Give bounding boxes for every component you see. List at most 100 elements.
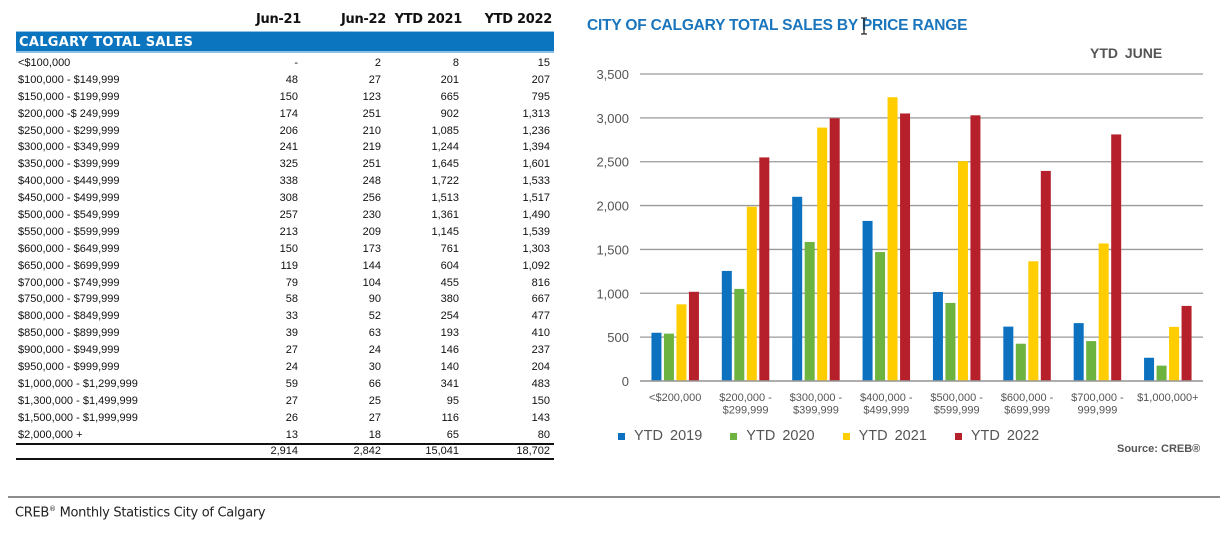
section-title: CALGARY TOTAL SALES — [19, 35, 194, 50]
chart-source: Source: CREB® — [1117, 443, 1201, 455]
row-value: 207 — [531, 73, 550, 86]
bar — [792, 196, 803, 381]
table-row: $600,000 - $649,999 150 173 761 1,303 — [16, 241, 554, 258]
total-jun22: 2,842 — [353, 445, 381, 457]
bar — [651, 332, 662, 381]
row-value: 209 — [362, 225, 381, 238]
row-value: 1,394 — [522, 141, 550, 154]
x-tick-label: $500,000 - — [930, 392, 983, 404]
row-label: $600,000 - $649,999 — [18, 242, 120, 255]
row-value: 338 — [279, 175, 298, 188]
x-tick-label: $499,999 — [863, 405, 909, 417]
row-value: 33 — [285, 310, 298, 323]
row-value: 116 — [441, 411, 459, 424]
row-value: 308 — [279, 192, 298, 205]
row-value: 1,145 — [431, 225, 459, 238]
bar — [1098, 243, 1109, 381]
legend-swatch-icon — [730, 432, 738, 440]
row-value: 204 — [531, 361, 550, 374]
row-value: 816 — [531, 276, 550, 289]
row-value: 206 — [279, 124, 298, 137]
column-header-ytd2021: YTD 2021 — [394, 12, 463, 27]
x-tick-label: $299,999 — [723, 405, 769, 417]
row-value: 380 — [440, 293, 459, 306]
row-value: 1,313 — [522, 107, 550, 120]
bar — [875, 252, 886, 381]
row-value: 1,092 — [522, 259, 550, 272]
table-row: $250,000 - $299,999 206 210 1,085 1,236 — [16, 123, 554, 140]
row-value: 146 — [440, 344, 459, 357]
row-label: $200,000 -$ 249,999 — [18, 107, 120, 120]
bar — [676, 304, 687, 381]
row-label: $150,000 - $199,999 — [18, 90, 120, 103]
x-tick-label: $200,000 - — [719, 392, 772, 404]
row-value: 254 — [440, 310, 459, 323]
row-value: 150 — [279, 242, 298, 255]
row-value: 24 — [285, 361, 298, 374]
bar — [862, 220, 873, 381]
table-row: $100,000 - $149,999 48 27 201 207 — [16, 72, 554, 89]
bar — [887, 97, 898, 381]
row-value: 256 — [362, 192, 381, 205]
row-label: $900,000 - $949,999 — [18, 344, 120, 357]
bar — [900, 113, 911, 381]
row-value: 325 — [279, 158, 298, 171]
table-row: $900,000 - $949,999 27 24 146 237 — [16, 342, 554, 359]
table-row: $500,000 - $549,999 257 230 1,361 1,490 — [16, 207, 554, 224]
table-row: $700,000 - $749,999 79 104 455 816 — [16, 275, 554, 292]
row-value: 251 — [362, 107, 381, 120]
row-value: 1,645 — [431, 158, 459, 171]
row-label: $1,300,000 - $1,499,999 — [18, 394, 138, 407]
row-value: 65 — [446, 428, 459, 441]
row-value: 230 — [362, 209, 381, 222]
row-label: $1,000,000 - $1,299,999 — [18, 377, 138, 390]
table-row: $450,000 - $499,999 308 256 1,513 1,517 — [16, 190, 554, 207]
row-value: 59 — [285, 377, 298, 390]
row-value: 13 — [285, 428, 298, 441]
table-row: <$100,000 - 2 8 15 — [16, 55, 554, 72]
row-label: $950,000 - $999,999 — [18, 361, 120, 374]
chart-subtitle: YTD JUNE — [1090, 45, 1163, 61]
row-label: $350,000 - $399,999 — [18, 158, 120, 171]
row-value: 1,533 — [522, 175, 550, 188]
bar — [1028, 261, 1039, 381]
row-label: $650,000 - $699,999 — [18, 259, 120, 272]
row-value: 27 — [285, 344, 298, 357]
row-value: 80 — [537, 428, 550, 441]
bar — [817, 127, 828, 381]
row-value: 48 — [285, 73, 298, 86]
row-value: 1,490 — [522, 209, 550, 222]
y-tick-label: 0 — [622, 374, 629, 389]
row-value: 24 — [368, 344, 381, 357]
footer-brand: CREB — [15, 505, 50, 521]
row-value: 1,244 — [431, 141, 459, 154]
bar — [721, 270, 732, 381]
row-value: 477 — [531, 310, 550, 323]
row-value: 52 — [368, 310, 381, 323]
bar — [945, 302, 956, 381]
legend-item: YTD 2020 — [730, 428, 815, 444]
legend-label: YTD 2022 — [970, 428, 1040, 444]
legend-item: YTD 2021 — [842, 428, 927, 444]
row-label: $800,000 - $849,999 — [18, 310, 120, 323]
table-row: $650,000 - $699,999 119 144 604 1,092 — [16, 258, 554, 275]
bar — [1144, 357, 1155, 381]
row-value: 667 — [531, 293, 550, 306]
column-header-jun21: Jun-21 — [255, 12, 301, 27]
bar — [688, 291, 699, 381]
row-value: 30 — [368, 361, 381, 374]
row-label: $500,000 - $549,999 — [18, 209, 120, 222]
row-label: $250,000 - $299,999 — [18, 124, 120, 137]
y-tick-label: 1,500 — [596, 242, 629, 257]
row-value: 104 — [362, 276, 381, 289]
row-value: 90 — [368, 293, 381, 306]
row-value: 140 — [440, 361, 459, 374]
table-row: $200,000 -$ 249,999 174 251 902 1,313 — [16, 106, 554, 123]
row-value: 1,085 — [431, 124, 459, 137]
bar — [957, 161, 968, 381]
row-label: $1,500,000 - $1,999,999 — [18, 411, 138, 424]
row-value: 761 — [440, 242, 459, 255]
text-cursor-icon — [861, 17, 867, 35]
bar — [663, 333, 674, 381]
row-value: 1,517 — [522, 192, 550, 205]
